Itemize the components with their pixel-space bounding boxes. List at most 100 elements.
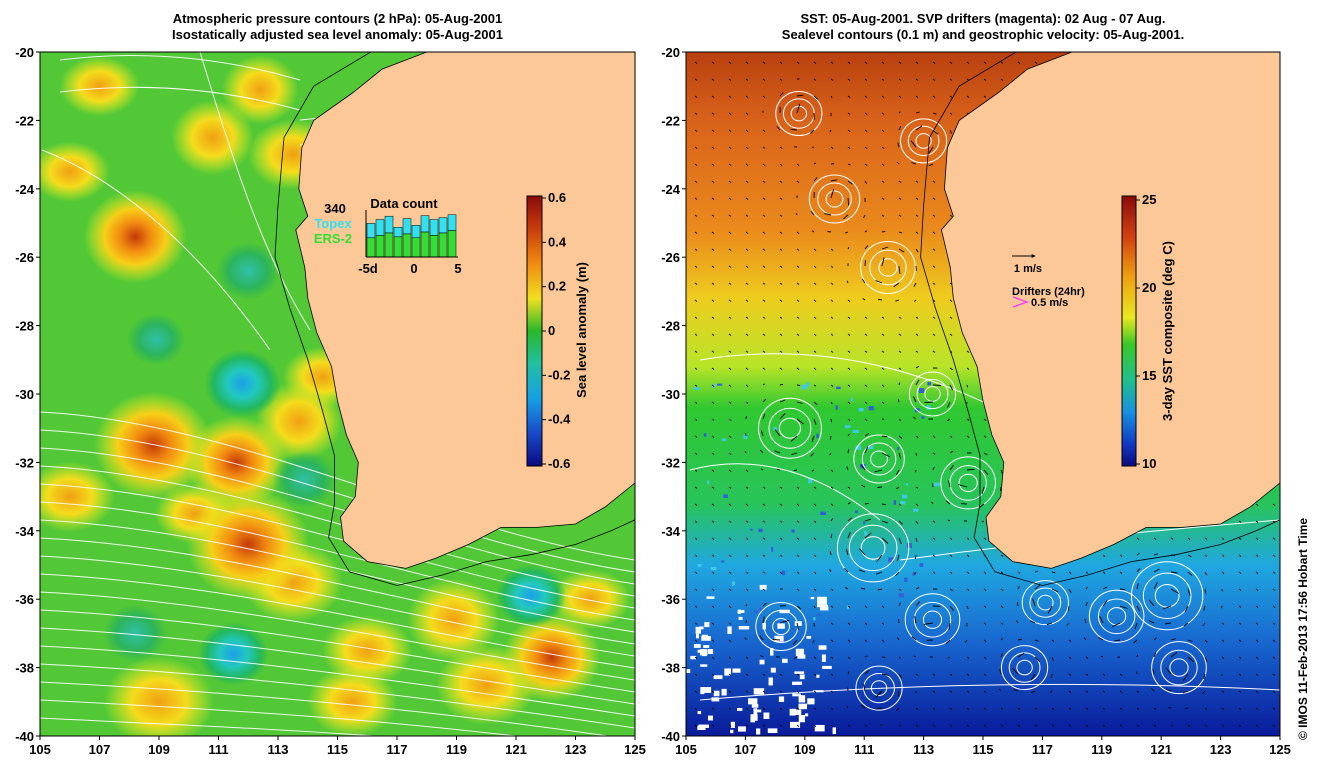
velocity-vector: [745, 520, 749, 523]
velocity-vector: [1255, 690, 1259, 693]
velocity-vector: [830, 639, 834, 642]
velocity-vector: [983, 418, 987, 421]
velocity-vector: [983, 605, 987, 608]
velocity-vector: [898, 350, 902, 353]
velocity-vector: [810, 452, 815, 457]
velocity-vector: [957, 484, 968, 488]
velocity-vector: [694, 333, 698, 336]
velocity-vector: [876, 707, 883, 710]
velocity-vector: [711, 163, 715, 166]
velocity-vector: [711, 588, 715, 591]
velocity-vector: [711, 605, 715, 608]
sla-low-blob: [127, 313, 186, 366]
velocity-vector: [915, 95, 919, 98]
velocity-vector: [711, 350, 715, 353]
velocity-vector: [796, 384, 801, 386]
velocity-vector: [830, 265, 834, 268]
velocity-vector: [1068, 707, 1072, 710]
velocity-vector: [779, 537, 783, 540]
velocity-vector: [847, 532, 851, 539]
colorbar-tick-label: -0.6: [548, 456, 570, 471]
velocity-vector: [694, 197, 698, 200]
velocity-vector: [949, 214, 953, 217]
velocity-vector: [711, 265, 715, 268]
right-title-line2: Sealevel contours (0.1 m) and geostrophi…: [781, 27, 1185, 42]
velocity-vector: [745, 299, 749, 302]
velocity-vector: [932, 316, 936, 319]
velocity-vector: [847, 246, 850, 250]
velocity-vector: [824, 213, 832, 216]
sla-colorbar-label: Sea level anomaly (m): [574, 262, 589, 398]
velocity-vector: [694, 707, 698, 710]
velocity-vector: [864, 502, 869, 505]
velocity-vector: [1164, 622, 1172, 625]
velocity-vector: [932, 61, 936, 64]
velocity-vector: [779, 571, 783, 574]
y-tick-label: -30: [661, 387, 680, 402]
velocity-vector: [881, 333, 885, 336]
velocity-vector: [779, 61, 783, 64]
velocity-vector: [694, 622, 698, 625]
right-title-line1: SST: 05-Aug-2001. SVP drifters (magenta)…: [800, 11, 1166, 26]
x-tick-label: 113: [268, 742, 289, 757]
velocity-vector: [813, 520, 817, 523]
velocity-vector: [694, 503, 698, 506]
velocity-vector: [1204, 639, 1208, 643]
velocity-vector: [1203, 673, 1206, 680]
data-count-x-start: -5d: [358, 261, 378, 276]
velocity-vector: [881, 316, 885, 319]
velocity-vector: [762, 554, 766, 557]
velocity-vector: [932, 435, 936, 438]
velocity-vector: [830, 282, 834, 285]
velocity-vector: [829, 435, 832, 440]
sla-high-blob: [502, 612, 601, 702]
velocity-vector: [1238, 554, 1242, 557]
velocity-vector: [830, 588, 834, 591]
velocity-vector: [830, 486, 834, 489]
velocity-vector: [998, 688, 1002, 692]
velocity-vector: [830, 418, 833, 423]
y-tick-label: -32: [661, 455, 680, 470]
velocity-vector: [1034, 639, 1039, 642]
velocity-vector: [711, 61, 715, 64]
velocity-vector: [779, 163, 783, 166]
velocity-vector: [983, 537, 987, 540]
velocity-vector: [745, 350, 749, 353]
velocity-vector: [813, 61, 817, 64]
velocity-vector: [915, 601, 921, 607]
velocity-vector: [728, 401, 732, 404]
velocity-vector: [864, 95, 868, 98]
velocity-vector: [999, 669, 1002, 675]
sea-level-contour-ring: [1037, 594, 1054, 611]
velocity-vector: [1098, 637, 1104, 641]
velocity-vector: [1148, 620, 1155, 624]
australia-land-sst: [940, 52, 1280, 569]
velocity-vector: [711, 316, 715, 319]
velocity-vector: [745, 129, 749, 132]
velocity-vector: [1148, 599, 1155, 607]
velocity-vector: [1034, 656, 1041, 663]
velocity-vector: [830, 469, 834, 472]
velocity-vector: [711, 282, 715, 285]
data-count-title: Data count: [370, 196, 438, 211]
velocity-vector: [830, 299, 834, 302]
velocity-vector: [779, 690, 783, 693]
velocity-vector: [745, 112, 749, 115]
velocity-vector: [1136, 605, 1141, 612]
velocity-vector: [694, 214, 698, 217]
left-map-title: Atmospheric pressure contours (2 hPa): 0…: [40, 11, 635, 43]
velocity-vector: [898, 418, 902, 421]
velocity-vector: [711, 724, 715, 727]
velocity-vector: [728, 78, 732, 81]
velocity-vector: [864, 112, 868, 115]
velocity-vector: [875, 571, 883, 575]
velocity-vector: [966, 724, 970, 727]
colorbar-tick-label: 0.4: [548, 234, 567, 249]
velocity-vector: [864, 146, 868, 149]
velocity-vector: [915, 586, 920, 590]
sea-level-contour-ring: [1142, 572, 1192, 619]
velocity-vector: [813, 367, 817, 370]
velocity-vector: [1221, 622, 1225, 625]
sea-level-contour-ring: [1169, 658, 1189, 677]
velocity-vector: [947, 519, 951, 522]
